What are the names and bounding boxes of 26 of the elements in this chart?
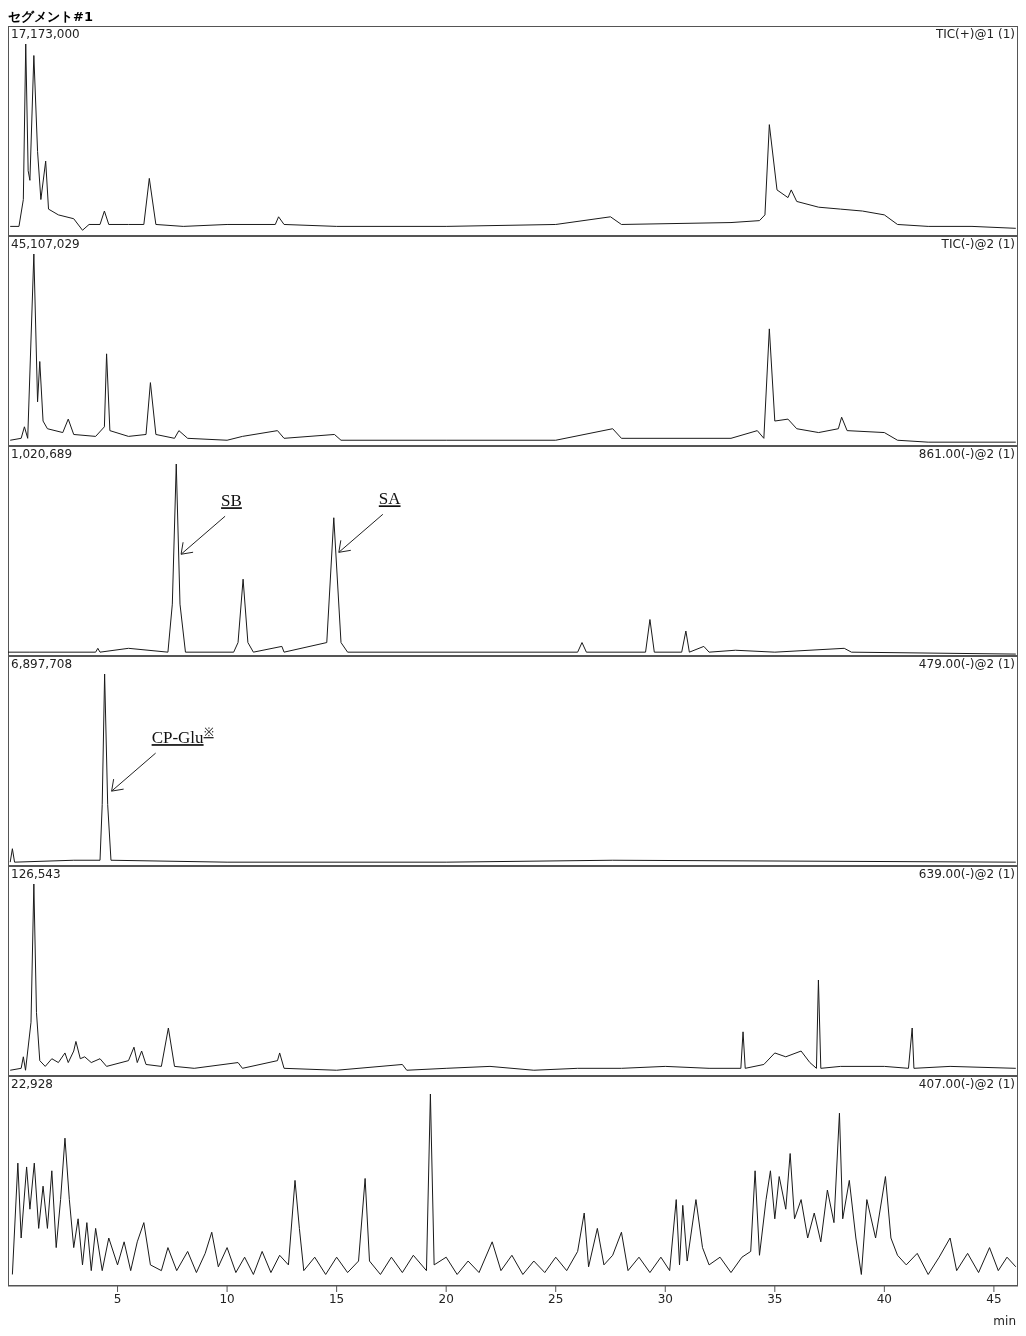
x-tick-label: 10 bbox=[219, 1291, 235, 1306]
text: TIC(+)@1 (1) bbox=[935, 27, 1015, 41]
x-axis-title: min bbox=[993, 1314, 1016, 1328]
x-tick-label: 45 bbox=[986, 1291, 1002, 1306]
text: 639.00(-)@2 (1) bbox=[918, 867, 1015, 881]
x-tick-label: 20 bbox=[438, 1291, 454, 1306]
text: 6,897,708 bbox=[11, 657, 73, 671]
x-tick-label: 15 bbox=[328, 1291, 345, 1306]
x-tick-label: 30 bbox=[657, 1291, 673, 1306]
text: 17,173,000 bbox=[11, 27, 80, 41]
text: 45,107,029 bbox=[11, 237, 80, 251]
annotation: SB bbox=[221, 491, 242, 511]
x-tick-label: 5 bbox=[113, 1291, 122, 1306]
x-tick-label: 40 bbox=[876, 1291, 892, 1306]
x-tick-label: 35 bbox=[767, 1291, 783, 1306]
text: 861.00(-)@2 (1) bbox=[918, 447, 1015, 461]
text: 22,928 bbox=[11, 1077, 53, 1091]
annotation: SA bbox=[378, 489, 402, 509]
annotation: CP-Glu$^{※}$ bbox=[151, 725, 214, 748]
text: 479.00(-)@2 (1) bbox=[918, 657, 1015, 671]
text: TIC(-)@2 (1) bbox=[941, 237, 1015, 251]
text: 1,020,689 bbox=[11, 447, 73, 461]
chart-title: セグメント#1 bbox=[8, 8, 94, 26]
text: 126,543 bbox=[11, 867, 61, 881]
x-tick-label: 25 bbox=[548, 1291, 564, 1306]
text: 407.00(-)@2 (1) bbox=[918, 1077, 1015, 1091]
